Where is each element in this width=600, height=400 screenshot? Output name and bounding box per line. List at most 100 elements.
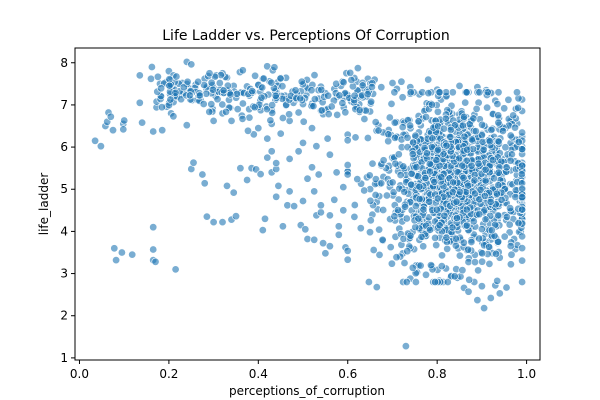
data-point: [189, 158, 198, 167]
data-point: [459, 112, 468, 121]
data-point: [245, 113, 254, 122]
data-point: [406, 121, 415, 130]
data-point: [338, 99, 347, 108]
data-point: [278, 82, 287, 91]
data-point: [393, 206, 402, 215]
data-point: [412, 163, 421, 172]
data-point: [518, 256, 527, 265]
data-point: [392, 253, 401, 262]
data-point: [169, 112, 178, 121]
data-point: [398, 123, 407, 132]
data-point: [426, 261, 435, 270]
data-point: [209, 218, 218, 227]
data-point: [233, 105, 242, 114]
data-point: [455, 154, 464, 163]
data-point: [332, 168, 341, 177]
data-point: [494, 88, 503, 97]
data-point: [421, 174, 430, 183]
data-point: [309, 102, 318, 111]
data-point: [428, 134, 437, 143]
data-point: [266, 116, 275, 125]
data-point: [518, 161, 527, 170]
data-point: [272, 159, 281, 168]
data-point: [244, 126, 253, 135]
data-point: [450, 272, 459, 281]
data-point: [388, 79, 397, 88]
data-point: [467, 135, 476, 144]
data-point: [215, 79, 224, 88]
data-point: [494, 137, 503, 146]
data-point: [394, 150, 403, 159]
data-point: [475, 234, 484, 243]
data-point: [367, 83, 376, 92]
data-point: [432, 205, 441, 214]
data-point: [298, 197, 307, 206]
data-point: [489, 174, 498, 183]
data-point: [307, 86, 316, 95]
data-point: [343, 161, 352, 170]
data-point: [303, 174, 312, 183]
data-point: [400, 258, 409, 267]
data-point: [297, 77, 306, 86]
data-point: [195, 91, 204, 100]
y-tick-label: 4: [60, 224, 68, 238]
data-point: [495, 289, 504, 298]
data-point: [388, 178, 397, 187]
data-point: [437, 251, 446, 260]
data-point: [494, 168, 503, 177]
data-point: [278, 222, 287, 231]
data-point: [458, 121, 467, 130]
data-point: [401, 342, 410, 351]
data-point: [385, 113, 394, 122]
data-point: [396, 171, 405, 180]
data-point: [494, 211, 503, 220]
data-point: [502, 283, 511, 292]
data-point: [481, 215, 490, 224]
data-point: [414, 214, 423, 223]
data-point: [153, 72, 162, 81]
data-point: [339, 206, 348, 215]
data-point: [498, 127, 507, 136]
data-point: [518, 128, 527, 137]
data-point: [390, 88, 399, 97]
data-point: [112, 256, 121, 265]
data-point: [464, 287, 473, 296]
data-point: [409, 138, 418, 147]
data-point: [487, 226, 496, 235]
data-point: [339, 78, 348, 87]
data-point: [213, 95, 222, 104]
data-point: [390, 133, 399, 142]
data-point: [128, 250, 137, 259]
y-tick-label: 8: [60, 56, 68, 70]
data-point: [321, 249, 330, 258]
data-point: [368, 159, 377, 168]
data-point: [411, 277, 420, 286]
data-point: [324, 91, 333, 100]
data-point: [518, 244, 527, 253]
data-point: [207, 78, 216, 87]
data-point: [238, 99, 247, 108]
data-point: [263, 153, 272, 162]
data-point: [198, 170, 207, 179]
chart-title: Life Ladder vs. Perceptions Of Corruptio…: [162, 28, 449, 44]
data-point: [480, 192, 489, 201]
data-point: [366, 216, 375, 225]
data-point: [386, 243, 395, 252]
data-point: [390, 118, 399, 127]
data-point: [433, 194, 442, 203]
data-point: [411, 131, 420, 140]
data-point: [511, 193, 520, 202]
data-point: [307, 163, 316, 172]
data-point: [96, 142, 105, 151]
data-point: [351, 133, 360, 142]
data-point: [374, 126, 383, 135]
data-point: [425, 197, 434, 206]
data-point: [366, 196, 375, 205]
data-point: [343, 136, 352, 145]
data-point: [472, 104, 481, 113]
data-point: [316, 208, 325, 217]
data-point: [494, 181, 503, 190]
data-point: [408, 150, 417, 159]
data-point: [360, 115, 369, 124]
data-point: [421, 270, 430, 279]
